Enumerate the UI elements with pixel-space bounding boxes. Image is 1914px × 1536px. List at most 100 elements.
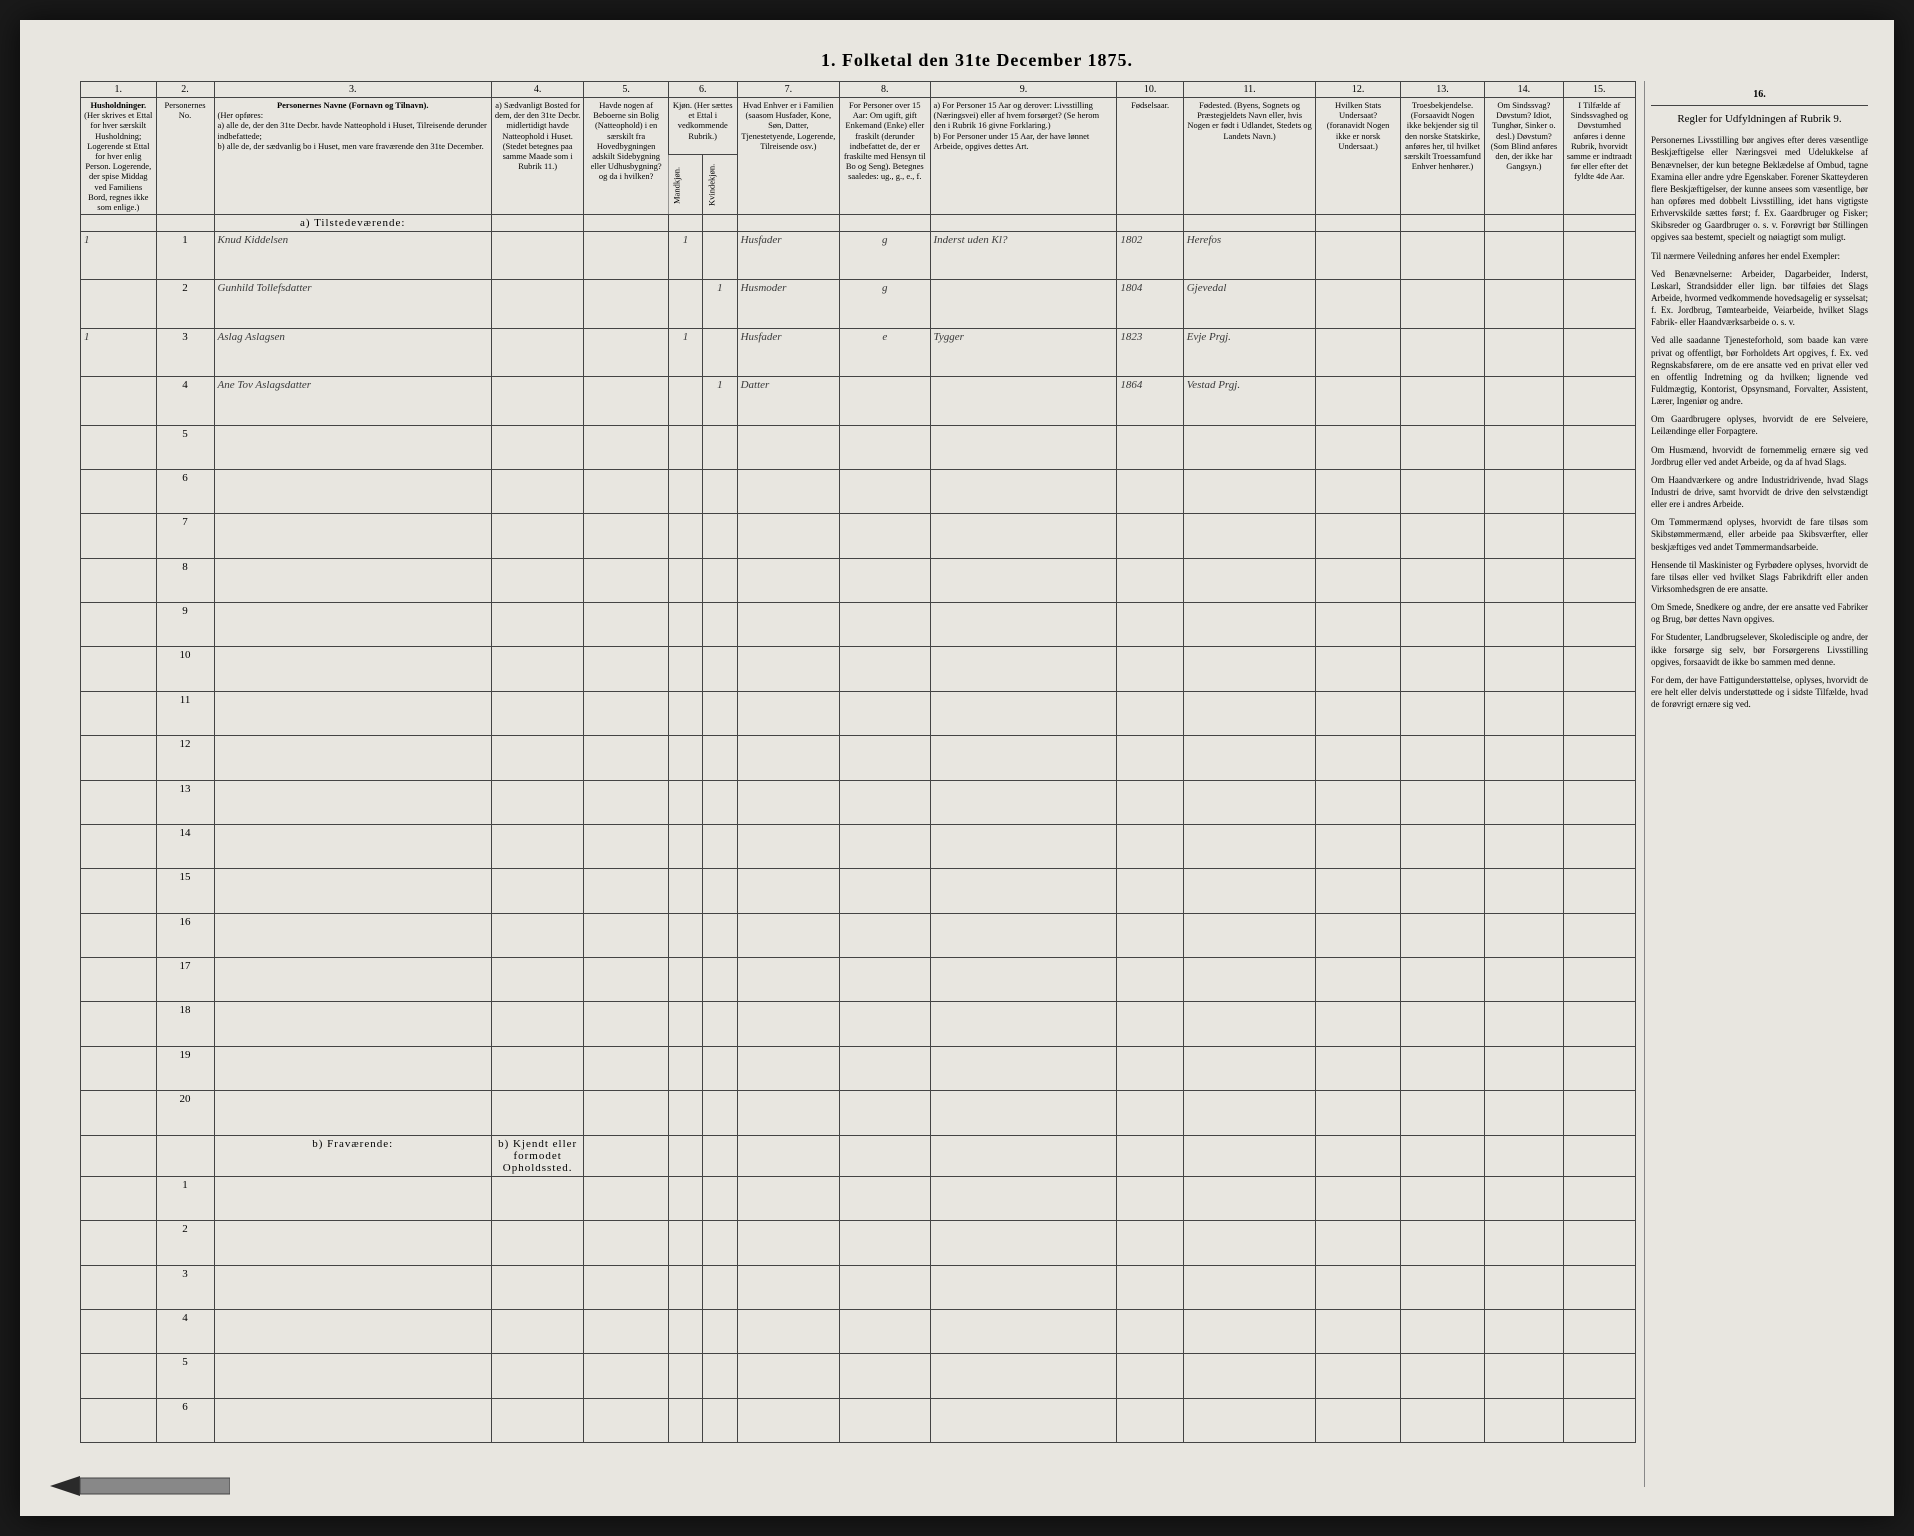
cell-num: 4: [156, 377, 214, 425]
cell-13: [1400, 280, 1484, 328]
cell: [1183, 691, 1316, 735]
h3: Personernes Navne (Fornavn og Tilnavn).(…: [214, 98, 491, 215]
cell: [584, 558, 668, 602]
h1-sub: (Her skrives et Ettal for hver særskilt …: [84, 110, 152, 212]
cell-num: 1: [156, 232, 214, 280]
cell: [491, 558, 584, 602]
rule-p12: For dem, der have Fattigunderstøttelse, …: [1651, 674, 1868, 710]
cell-num: 5: [156, 1354, 214, 1398]
table-row: 13: [81, 780, 1636, 824]
cell: [81, 913, 157, 957]
cell: [1400, 869, 1484, 913]
cell: [81, 1398, 157, 1442]
cell-4: [491, 280, 584, 328]
cell: [81, 1265, 157, 1309]
cell-num: 9: [156, 603, 214, 647]
page-title: 1. Folketal den 31te December 1875.: [80, 50, 1874, 71]
cell: [491, 1398, 584, 1442]
cell: [1183, 1046, 1316, 1090]
cell: [584, 603, 668, 647]
cell: [491, 824, 584, 868]
cell: [1485, 824, 1563, 868]
colnum-6: 6.: [668, 82, 737, 98]
cell: [668, 603, 702, 647]
cell-hh: 1: [81, 232, 157, 280]
h8: For Personer over 15 Aar: Om ugift, gift…: [840, 98, 930, 215]
cell: [930, 470, 1117, 514]
cell: [584, 1091, 668, 1136]
cell: [1117, 691, 1183, 735]
cell-11: Evje Prgj.: [1183, 328, 1316, 376]
cell: [81, 824, 157, 868]
cell: [703, 1046, 737, 1090]
rule-p6: Om Husmænd, hvorvidt de fornemmelig ernæ…: [1651, 444, 1868, 468]
cell: [668, 514, 702, 558]
cell: [1400, 957, 1484, 1001]
cell-13: [1400, 328, 1484, 376]
cell: [668, 1310, 702, 1354]
cell-7: Husmoder: [737, 280, 839, 328]
cell-14: [1485, 280, 1563, 328]
cell: [703, 869, 737, 913]
cell: [1400, 514, 1484, 558]
cell: [1183, 824, 1316, 868]
cell: [1485, 603, 1563, 647]
cell: [81, 1310, 157, 1354]
colnum-8: 8.: [840, 82, 930, 98]
cell: [930, 425, 1117, 469]
cell: [214, 1046, 491, 1090]
cell: [930, 913, 1117, 957]
table-row: 2: [81, 1221, 1636, 1265]
colnum-14: 14.: [1485, 82, 1563, 98]
cell-num: 6: [156, 470, 214, 514]
header-row: Husholdninger.(Her skrives et Ettal for …: [81, 98, 1636, 155]
cell: [1485, 425, 1563, 469]
table-row: 12: [81, 736, 1636, 780]
colnum-3: 3.: [214, 82, 491, 98]
cell: [703, 780, 737, 824]
cell: [1117, 736, 1183, 780]
cell: [737, 1176, 839, 1220]
table-row: 18: [81, 1002, 1636, 1046]
cell: [737, 1398, 839, 1442]
cell: [1485, 1046, 1563, 1090]
cell: [668, 558, 702, 602]
cell-num: 10: [156, 647, 214, 691]
cell-hh: [81, 377, 157, 425]
cell-name: Gunhild Tollefsdatter: [214, 280, 491, 328]
cell: [81, 869, 157, 913]
cell: [737, 691, 839, 735]
cell: [491, 1091, 584, 1136]
cell: [81, 957, 157, 1001]
cell: [1563, 1398, 1635, 1442]
cell-name: Aslag Aslagsen: [214, 328, 491, 376]
cell: [1117, 1046, 1183, 1090]
table-row: 4: [81, 1310, 1636, 1354]
cell-8: g: [840, 280, 930, 328]
colnum-13: 13.: [1400, 82, 1484, 98]
rule-p1: Personernes Livsstilling bør angives eft…: [1651, 134, 1868, 243]
cell-9: [930, 377, 1117, 425]
cell: [668, 1046, 702, 1090]
cell: [668, 1398, 702, 1442]
cell: [1316, 1091, 1400, 1136]
cell: [81, 1091, 157, 1136]
cell: [668, 957, 702, 1001]
cell: [1316, 1398, 1400, 1442]
cell-name: Knud Kiddelsen: [214, 232, 491, 280]
cell: [1485, 1398, 1563, 1442]
cell-15: [1563, 232, 1635, 280]
cell: [1563, 1002, 1635, 1046]
table-row: 1 1 Knud Kiddelsen 1 Husfader g Inderst …: [81, 232, 1636, 280]
cell-6b: [703, 328, 737, 376]
cell: [840, 603, 930, 647]
cell: [1563, 1354, 1635, 1398]
cell: [930, 1091, 1117, 1136]
h9: a) For Personer 15 Aar og derover: Livss…: [930, 98, 1117, 215]
cell: [703, 1265, 737, 1309]
cell: [1117, 1002, 1183, 1046]
cell: [1400, 1221, 1484, 1265]
cell-num: 3: [156, 328, 214, 376]
cell-12: [1316, 232, 1400, 280]
cell: [491, 691, 584, 735]
